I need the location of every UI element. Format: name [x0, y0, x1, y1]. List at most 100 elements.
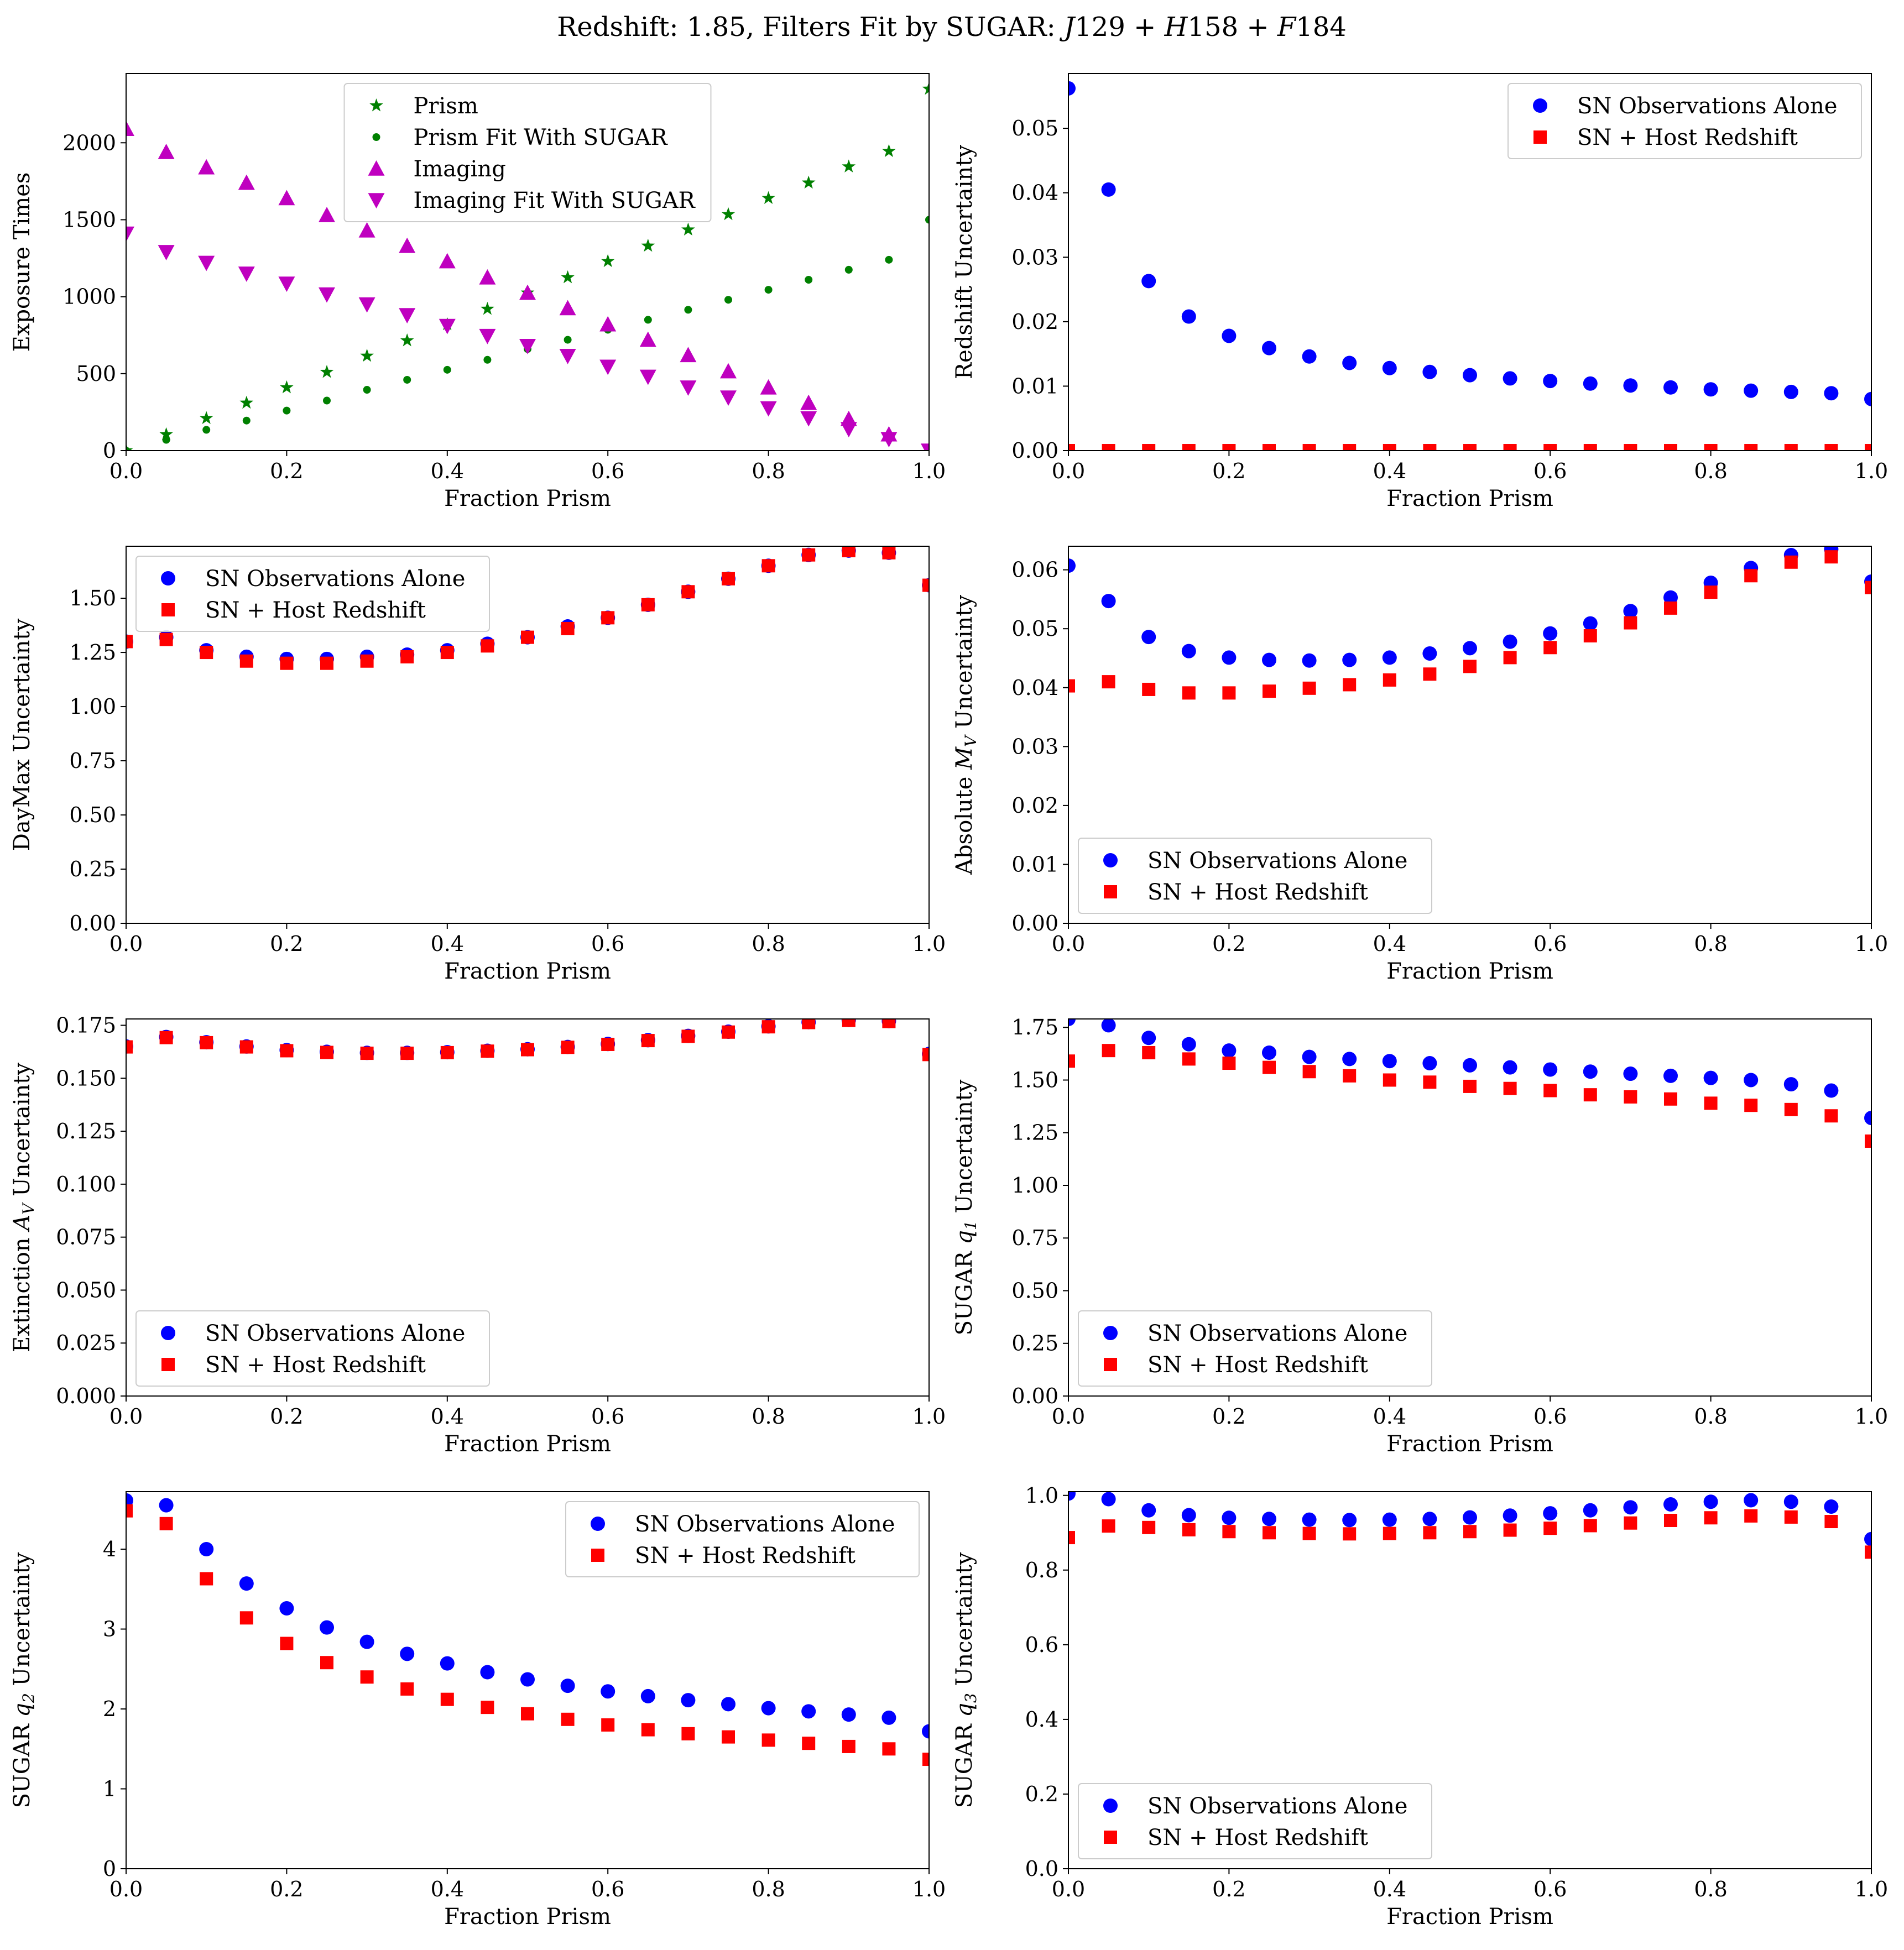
data-point: [882, 546, 896, 560]
legend: SN Observations Alone SN + Host Redshift: [135, 1310, 490, 1387]
data-point: [443, 365, 451, 374]
data-point: [360, 1670, 374, 1684]
data-point: [1343, 678, 1357, 692]
data-point: [720, 390, 737, 406]
legend-box: [135, 1310, 490, 1387]
subplot-4: 0.0 0.2 0.4 0.6 0.8 1.0 0.00 0.01 0.02 0.03 0.04 0.…: [952, 546, 1888, 984]
y-tick-label: 0.50: [1011, 1278, 1058, 1303]
y-tick-label: 0.75: [69, 749, 116, 773]
data-point: [1343, 1527, 1357, 1541]
data-point: [1744, 1099, 1758, 1112]
data-point: [481, 1044, 494, 1058]
data-point: [761, 191, 775, 204]
legend-entry: SN Observations Alone: [1103, 848, 1407, 874]
data-point: [1543, 444, 1557, 451]
data-point: [359, 1634, 374, 1649]
y-axis-label: SUGAR q2 Uncertainty: [9, 1552, 38, 1808]
data-point: [841, 1707, 856, 1722]
y-tick-label: 0.06: [1011, 558, 1058, 582]
y-tick-label: 0.01: [1011, 374, 1058, 398]
legend: Prism Prism Fit With SUGAR Imaging Imaging …: [343, 83, 712, 222]
data-point: [1744, 444, 1758, 451]
data-point: [1463, 660, 1477, 673]
y-tick-label: 0.8: [1025, 1558, 1058, 1582]
data-point: [761, 1733, 775, 1747]
data-point: [722, 572, 735, 585]
data-point: [681, 1693, 696, 1708]
data-point: [1704, 585, 1718, 599]
legend-entry: SN + Host Redshift: [161, 598, 426, 623]
data-point: [601, 1684, 615, 1699]
x-tick-label: 0.8: [1694, 1877, 1727, 1901]
data-point: [479, 269, 496, 285]
data-point: [1703, 382, 1718, 397]
data-point: [921, 443, 929, 451]
x-axis-label: Fraction Prism: [444, 1904, 611, 1930]
data-point: [239, 1611, 253, 1625]
x-tick-label: 1.0: [1855, 932, 1888, 956]
data-point: [360, 1047, 374, 1060]
data-point: [1181, 1037, 1196, 1052]
data-point: [1263, 1060, 1276, 1074]
series-2: [126, 1019, 929, 1062]
data-point: [1181, 1508, 1196, 1523]
y-axis-label-subscript: V: [19, 1202, 38, 1215]
series-2: [1068, 550, 1871, 700]
x-axis-label: Fraction Prism: [1386, 486, 1553, 511]
data-point: [559, 300, 576, 316]
data-point: [521, 1043, 534, 1057]
data-point: [239, 654, 253, 668]
data-point: [1342, 652, 1357, 667]
data-point: [1463, 1079, 1477, 1093]
x-tick-label: 0.2: [270, 1404, 303, 1429]
data-point: [480, 1665, 495, 1680]
data-point: [800, 411, 817, 427]
axes-frame: [1068, 546, 1872, 924]
data-point: [760, 401, 777, 417]
x-axis-label: Fraction Prism: [444, 486, 611, 511]
data-point: [320, 1045, 333, 1059]
data-point: [1102, 444, 1115, 451]
data-point: [1263, 684, 1276, 698]
data-point: [1142, 1045, 1156, 1059]
x-tick-label: 0.2: [1212, 932, 1245, 956]
x-axis-label: Fraction Prism: [1386, 959, 1553, 984]
x-tick-label: 0.8: [1694, 932, 1727, 956]
y-axis-label-symbol: M: [952, 746, 977, 770]
data-point: [1824, 444, 1838, 451]
subplot-3: 0.0 0.2 0.4 0.6 0.8 1.0 0.00 0.25 0.50 0.75 1.00 1.…: [9, 546, 946, 984]
data-point: [320, 656, 333, 670]
x-tick-label: 0.0: [109, 1877, 143, 1901]
x-tick-label: 0.8: [1694, 459, 1727, 483]
y-axis-label: Absolute MV Uncertainty: [952, 595, 980, 875]
data-point: [641, 598, 655, 611]
data-point: [1783, 1077, 1798, 1092]
data-point: [358, 222, 375, 238]
legend-entry: SN + Host Redshift: [1104, 1352, 1368, 1378]
data-point: [1222, 1510, 1237, 1525]
y-axis-label-text: Extinction: [9, 1231, 35, 1352]
legend-label: SN + Host Redshift: [1147, 1352, 1368, 1378]
data-point: [1422, 364, 1437, 379]
subplot-7: 0.0 0.2 0.4 0.6 0.8 1.0 0 1 2 3 4 Fraction Prism SUG…: [9, 1491, 946, 1930]
axis-ticks: 0.0 0.2 0.4 0.6 0.8 1.0 0.00 0.25 0.50 0.75 1.00 1.…: [1011, 1015, 1888, 1429]
legend: SN Observations Alone SN + Host Redshift: [1507, 83, 1862, 159]
legend-box: [343, 83, 712, 222]
data-point: [640, 1688, 655, 1703]
legend-entry: Prism: [369, 93, 478, 119]
axis-ticks: 0.0 0.2 0.4 0.6 0.8 1.0 0.00 0.01 0.02 0.03 0.04 0.…: [1011, 116, 1888, 483]
data-point: [1583, 1064, 1598, 1079]
x-tick-label: 0.0: [1052, 1877, 1085, 1901]
x-tick-label: 0.6: [591, 1877, 624, 1901]
y-tick-label: 0.05: [1011, 116, 1058, 140]
data-point: [1624, 616, 1637, 630]
y-tick-label: 0.02: [1011, 793, 1058, 818]
data-point: [641, 1034, 655, 1048]
y-tick-label: 0.25: [1011, 1331, 1058, 1356]
data-point: [1824, 550, 1838, 564]
data-point: [1222, 1525, 1236, 1539]
data-point: [805, 276, 813, 284]
data-point: [882, 1742, 896, 1756]
data-point: [1382, 650, 1397, 665]
data-point: [1101, 1492, 1116, 1507]
